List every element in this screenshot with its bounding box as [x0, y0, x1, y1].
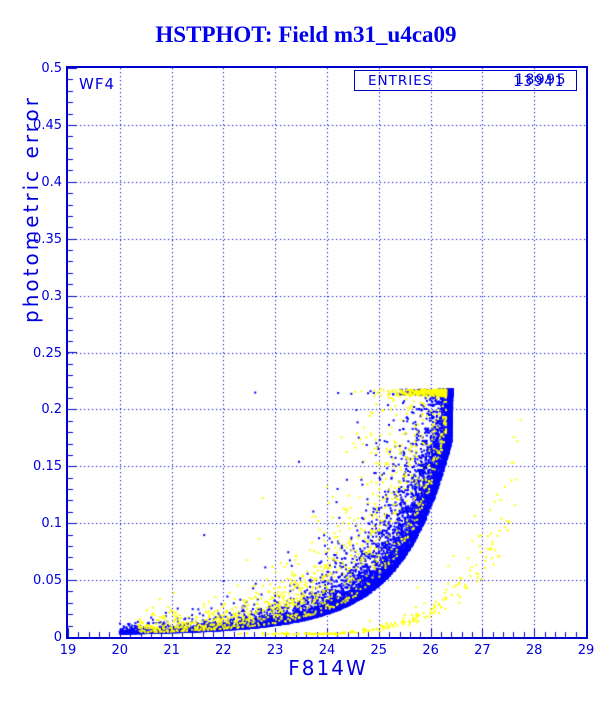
stats-box: ENTRIES 13941 18995	[354, 70, 577, 91]
chip-label: WF4	[79, 75, 116, 93]
x-tick-label: 24	[318, 643, 336, 658]
x-tick-label: 22	[215, 643, 232, 658]
x-tick-label: 25	[370, 643, 388, 658]
y-tick-label: 0.15	[33, 459, 62, 475]
x-tick-label: 26	[422, 643, 439, 658]
y-tick-label: 0.4	[41, 174, 62, 190]
stats-value-primary: 18995	[514, 72, 567, 88]
y-tick-label: 0.45	[33, 117, 62, 133]
x-tick-label: 20	[111, 643, 129, 658]
y-tick-label: 0.35	[33, 231, 62, 247]
x-tick-label: 19	[59, 643, 77, 658]
y-tick-label: 0.1	[41, 516, 62, 532]
x-axis-label: F814W	[288, 656, 368, 680]
x-tick-label: 21	[163, 643, 180, 658]
scatter-plot-canvas	[68, 68, 586, 637]
y-tick-label: 0.3	[41, 288, 62, 304]
y-tick-label: 0.5	[41, 61, 62, 76]
page-title: HSTPHOT: Field m31_u4ca09	[155, 22, 457, 47]
y-tick-label: 0.2	[41, 402, 62, 418]
x-tick-label: 23	[266, 643, 284, 658]
y-tick-label: 0.25	[33, 345, 62, 361]
x-tick-label: 29	[577, 643, 595, 658]
plot-frame	[66, 66, 588, 639]
y-tick-label: 0	[53, 630, 62, 645]
stats-value-secondary: 13941	[512, 74, 565, 90]
stats-label: ENTRIES	[368, 73, 433, 89]
x-tick-label: 27	[474, 643, 491, 658]
y-axis-label: photometric error	[19, 95, 43, 323]
y-tick-label: 0.05	[33, 573, 62, 589]
x-tick-label: 28	[525, 643, 543, 658]
